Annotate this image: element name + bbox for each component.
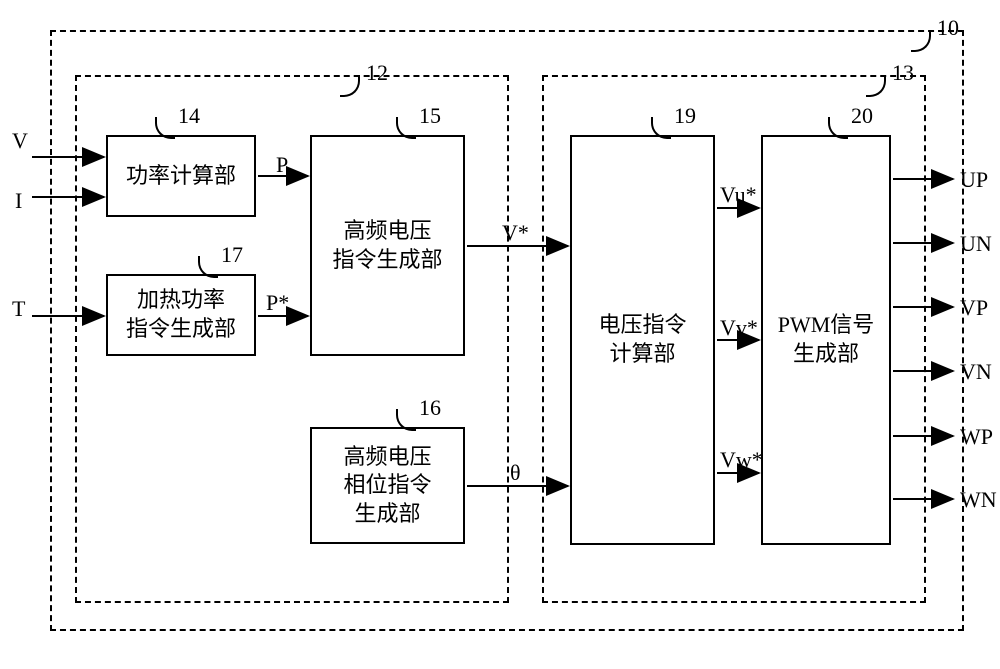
out-UN: UN [960,231,992,257]
ref-10: 10 [937,15,959,41]
sig-Vs: V* [502,220,529,246]
sig-P: P [276,152,288,178]
ref-17: 17 [221,242,243,268]
node-20: PWM信号生成部 [761,135,891,545]
ref-13: 13 [892,60,914,86]
node-14-text: 功率计算部 [126,162,236,191]
sig-Vu: Vu* [720,182,757,208]
out-VP: VP [960,295,988,321]
sig-Vw: Vw* [720,447,763,473]
node-19: 电压指令计算部 [570,135,715,545]
out-WN: WN [960,487,997,513]
out-UP: UP [960,167,988,193]
ref-15: 15 [419,103,441,129]
in-T: T [12,296,25,322]
ref-16: 16 [419,395,441,421]
ref-12: 12 [366,60,388,86]
out-VN: VN [960,359,992,385]
node-19-text: 电压指令计算部 [598,311,686,368]
node-16: 高频电压相位指令生成部 [310,427,465,544]
in-V: V [12,128,28,154]
sig-Ps: P* [266,290,289,316]
node-16-text: 高频电压相位指令生成部 [343,443,431,529]
node-15: 高频电压指令生成部 [310,135,465,356]
ref-19: 19 [674,103,696,129]
in-I: I [15,188,22,214]
node-15-text: 高频电压指令生成部 [332,217,442,274]
sig-th: θ [510,460,521,486]
ref-20: 20 [851,103,873,129]
node-17-text: 加热功率指令生成部 [126,286,236,343]
node-17: 加热功率指令生成部 [106,274,256,356]
sig-Vv: Vv* [720,315,758,341]
node-14: 功率计算部 [106,135,256,217]
out-WP: WP [960,424,993,450]
node-20-text: PWM信号生成部 [778,311,875,368]
ref-14: 14 [178,103,200,129]
